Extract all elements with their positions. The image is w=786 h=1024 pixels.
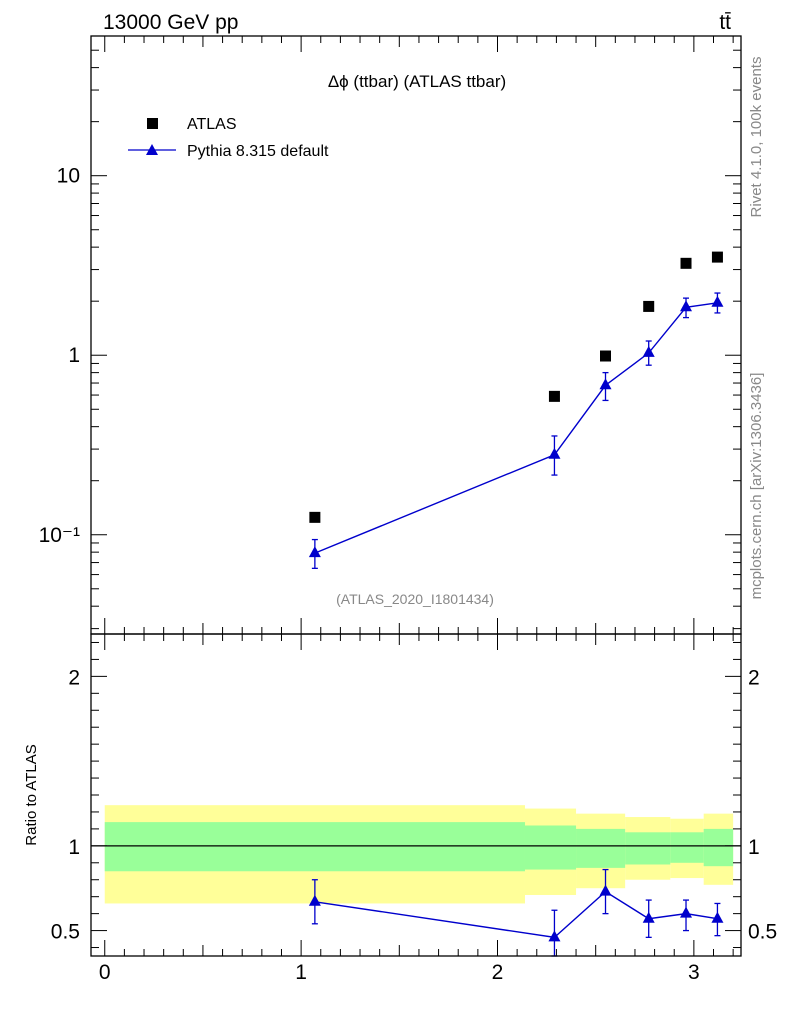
- ratio-pythia-point: [599, 884, 612, 896]
- source-label: mcplots.cern.ch [arXiv:1306.3436]: [748, 373, 765, 600]
- ratio-plot-frame: [90, 633, 742, 957]
- ratio-inner-band: [670, 832, 704, 863]
- main-plot-title: Δϕ (ttbar) (ATLAS ttbar): [328, 72, 506, 91]
- ratio-tick-labels: 0.5 0.5 1 1 2 2 0 1 2 3: [51, 666, 777, 984]
- atlas-data-point: [309, 511, 321, 523]
- legend-atlas-label: ATLAS: [187, 116, 237, 133]
- main-y-tick-label: 1: [68, 344, 80, 367]
- ratio-inner-band: [625, 832, 671, 865]
- legend-pythia-label: Pythia 8.315 default: [187, 143, 329, 160]
- pythia-point: [599, 378, 612, 390]
- pythia-series-line: [314, 302, 718, 554]
- pythia-point: [642, 345, 655, 357]
- ratio-data-layer: [308, 868, 724, 957]
- ratio-y-axis-label: Ratio to ATLAS: [23, 744, 40, 845]
- ratio-plot-panel: 0.5 0.5 1 1 2 2 0 1 2 3 Ratio to ATLAS: [23, 633, 777, 984]
- ratio-pythia-point: [680, 906, 693, 918]
- ratio-inner-band: [104, 822, 525, 872]
- ratio-inner-band: [524, 825, 577, 870]
- ratio-pythia-point: [642, 911, 655, 923]
- watermark-label: (ATLAS_2020_I1801434): [336, 591, 494, 607]
- x-tick-label: 2: [492, 961, 504, 984]
- ratio-axis-ticks: [91, 634, 741, 956]
- main-data-layer: [308, 251, 724, 569]
- legend: ATLAS Pythia 8.315 default: [128, 116, 329, 160]
- ratio-y-tick-label-right: 2: [748, 666, 760, 689]
- legend-pythia-marker: [146, 144, 158, 155]
- ratio-y-tick-label-left: 0.5: [51, 921, 80, 944]
- legend-atlas-marker: [147, 118, 158, 129]
- ratio-pythia-point: [548, 930, 561, 942]
- atlas-data-point: [711, 251, 723, 263]
- ratio-pythia-line: [314, 890, 718, 939]
- x-tick-label: 1: [295, 961, 307, 984]
- main-y-tick-label: 10: [57, 165, 80, 188]
- atlas-data-point: [600, 350, 612, 362]
- main-plot-panel: Δϕ (ttbar) (ATLAS ttbar) (ATLAS_2020_I18…: [39, 35, 742, 635]
- ratio-y-tick-label-left: 1: [68, 836, 80, 859]
- pythia-point: [548, 447, 561, 459]
- energy-label: 13000 GeV pp: [103, 11, 238, 34]
- atlas-data-point: [548, 390, 560, 402]
- ratio-y-tick-label-left: 2: [68, 666, 80, 689]
- ratio-y-tick-label-right: 1: [748, 836, 760, 859]
- atlas-data-point: [643, 300, 655, 312]
- x-tick-label: 3: [688, 961, 700, 984]
- ratio-inner-band: [576, 828, 626, 868]
- rivet-version-label: Rivet 4.1.0, 100k events: [748, 57, 765, 218]
- ratio-uncertainty-bands: [91, 805, 741, 904]
- main-axis-ticks: [91, 35, 741, 634]
- pythia-point: [680, 300, 693, 312]
- ratio-pythia-point: [308, 894, 321, 906]
- main-y-tick-label: 10⁻¹: [39, 524, 80, 547]
- main-y-tick-labels: 10 1 10⁻¹: [39, 165, 80, 547]
- ratio-inner-band: [703, 828, 734, 867]
- process-label: tt̄: [719, 11, 731, 34]
- pythia-point: [711, 295, 724, 307]
- ratio-y-tick-label-right: 0.5: [748, 921, 777, 944]
- pythia-point: [308, 546, 321, 558]
- x-tick-label: 0: [99, 961, 111, 984]
- atlas-data-point: [680, 257, 692, 269]
- ratio-pythia-point: [711, 911, 724, 923]
